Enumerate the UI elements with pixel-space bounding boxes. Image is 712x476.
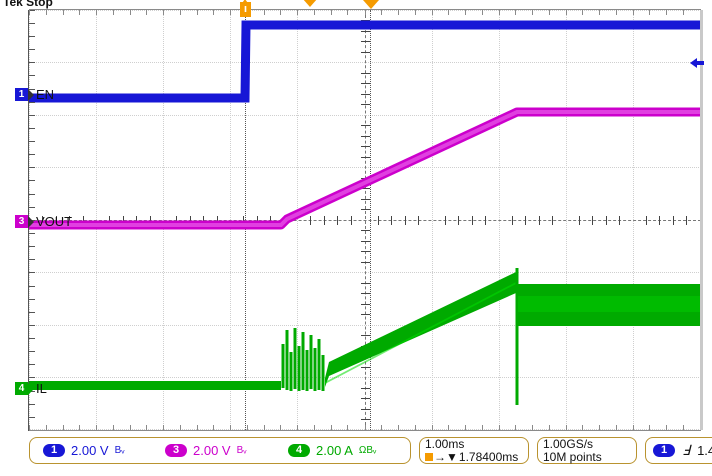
channel-readout-group: [29, 437, 411, 464]
channel-pointer-icon: [28, 215, 34, 228]
channel-handle-4[interactable]: 4 IL: [15, 381, 47, 396]
gridline-h: [29, 325, 701, 326]
timebase-delay: →▼ 1.78400ms: [425, 450, 523, 464]
channel-readout-3[interactable]: 3 2.00 V Bᵥ: [159, 437, 252, 464]
record-position-marker-icon[interactable]: [302, 0, 318, 7]
trigger-level-marker[interactable]: [690, 58, 704, 68]
channel-label-4: IL: [36, 381, 47, 396]
timebase-readout-content: 1.00ms →▼ 1.78400ms: [419, 437, 529, 464]
trigger-level-value: 1.44 V: [697, 443, 712, 458]
channel-badge-1[interactable]: 1: [15, 88, 28, 101]
acquisition-readout-content: 1.00GS/s 10M points: [537, 437, 637, 464]
timebase-scale: 1.00ms: [425, 437, 465, 451]
trigger-source-dot[interactable]: 1: [653, 444, 675, 457]
acquisition-readout[interactable]: [537, 437, 637, 464]
channel-badge-4[interactable]: 4: [15, 382, 28, 395]
channel-dot-4[interactable]: 4: [288, 444, 310, 457]
gridline-h: [29, 272, 701, 273]
trigger-level-bar-icon: [697, 61, 704, 65]
trace-ch1-en: [29, 20, 701, 103]
channel-label-3: VOUT: [36, 214, 73, 229]
timebase-readout[interactable]: [419, 437, 529, 464]
gridline-h: [29, 377, 701, 378]
channel-handle-1[interactable]: 1 EN: [15, 87, 54, 102]
trigger-delta-icon: [425, 452, 433, 461]
trace-ch3-vout: [29, 107, 701, 230]
trigger-marker-caret-icon: [240, 0, 250, 6]
waveform-traces: [29, 20, 701, 405]
channel-dot-3[interactable]: 3: [165, 444, 187, 457]
rising-edge-icon: Ⅎ: [682, 442, 691, 458]
ohm-bandwidth-icon: ΩBᵥ: [358, 445, 377, 456]
plot-bottom-rail: [29, 425, 701, 431]
channel-label-1: EN: [36, 87, 55, 102]
trace-ch4-il: [29, 268, 701, 405]
waveform-plot-area[interactable]: [29, 10, 701, 430]
channel-scale-4: 2.00 A: [316, 443, 353, 458]
channel-handle-3[interactable]: 3 VOUT: [15, 214, 72, 229]
trigger-delay-marker-icon[interactable]: [363, 0, 379, 9]
channel-readout-4[interactable]: 4 2.00 A ΩBᵥ: [282, 437, 382, 464]
record-length: 10M points: [543, 449, 602, 464]
plot-right-rail: [700, 10, 703, 430]
plot-top-rail: [29, 9, 701, 15]
channel-badge-3[interactable]: 3: [15, 215, 28, 228]
channel-scale-1: 2.00 V: [71, 443, 109, 458]
channel-pointer-icon: [28, 382, 34, 395]
trigger-position-line: [245, 10, 246, 430]
channel-readout-1[interactable]: 1 2.00 V Bᵥ: [37, 437, 130, 464]
trigger-point-marker[interactable]: T: [240, 2, 251, 17]
gridline-h-center: [29, 220, 701, 221]
trigger-delay-line: [370, 10, 371, 430]
trigger-readout-content: 1 Ⅎ 1.44 V: [645, 437, 712, 464]
gridline-h: [29, 115, 701, 116]
acquisition-status: Tek Stop: [3, 0, 53, 9]
channel-scale-3: 2.00 V: [193, 443, 231, 458]
bandwidth-icon: Bᵥ: [114, 445, 125, 456]
gridline-h: [29, 62, 701, 63]
center-vertical-ticks: [361, 10, 370, 430]
channel-pointer-icon: [28, 88, 34, 101]
bandwidth-icon: Bᵥ: [236, 445, 247, 456]
bottom-readout-bar: 1 2.00 V Bᵥ 3 2.00 V Bᵥ 4 2.00 A ΩBᵥ 1.0…: [29, 437, 712, 465]
channel-dot-1[interactable]: 1: [43, 444, 65, 457]
trigger-level-arrow-icon: [690, 58, 697, 68]
sample-rate: 1.00GS/s: [543, 437, 594, 451]
gridline-h: [29, 167, 701, 168]
